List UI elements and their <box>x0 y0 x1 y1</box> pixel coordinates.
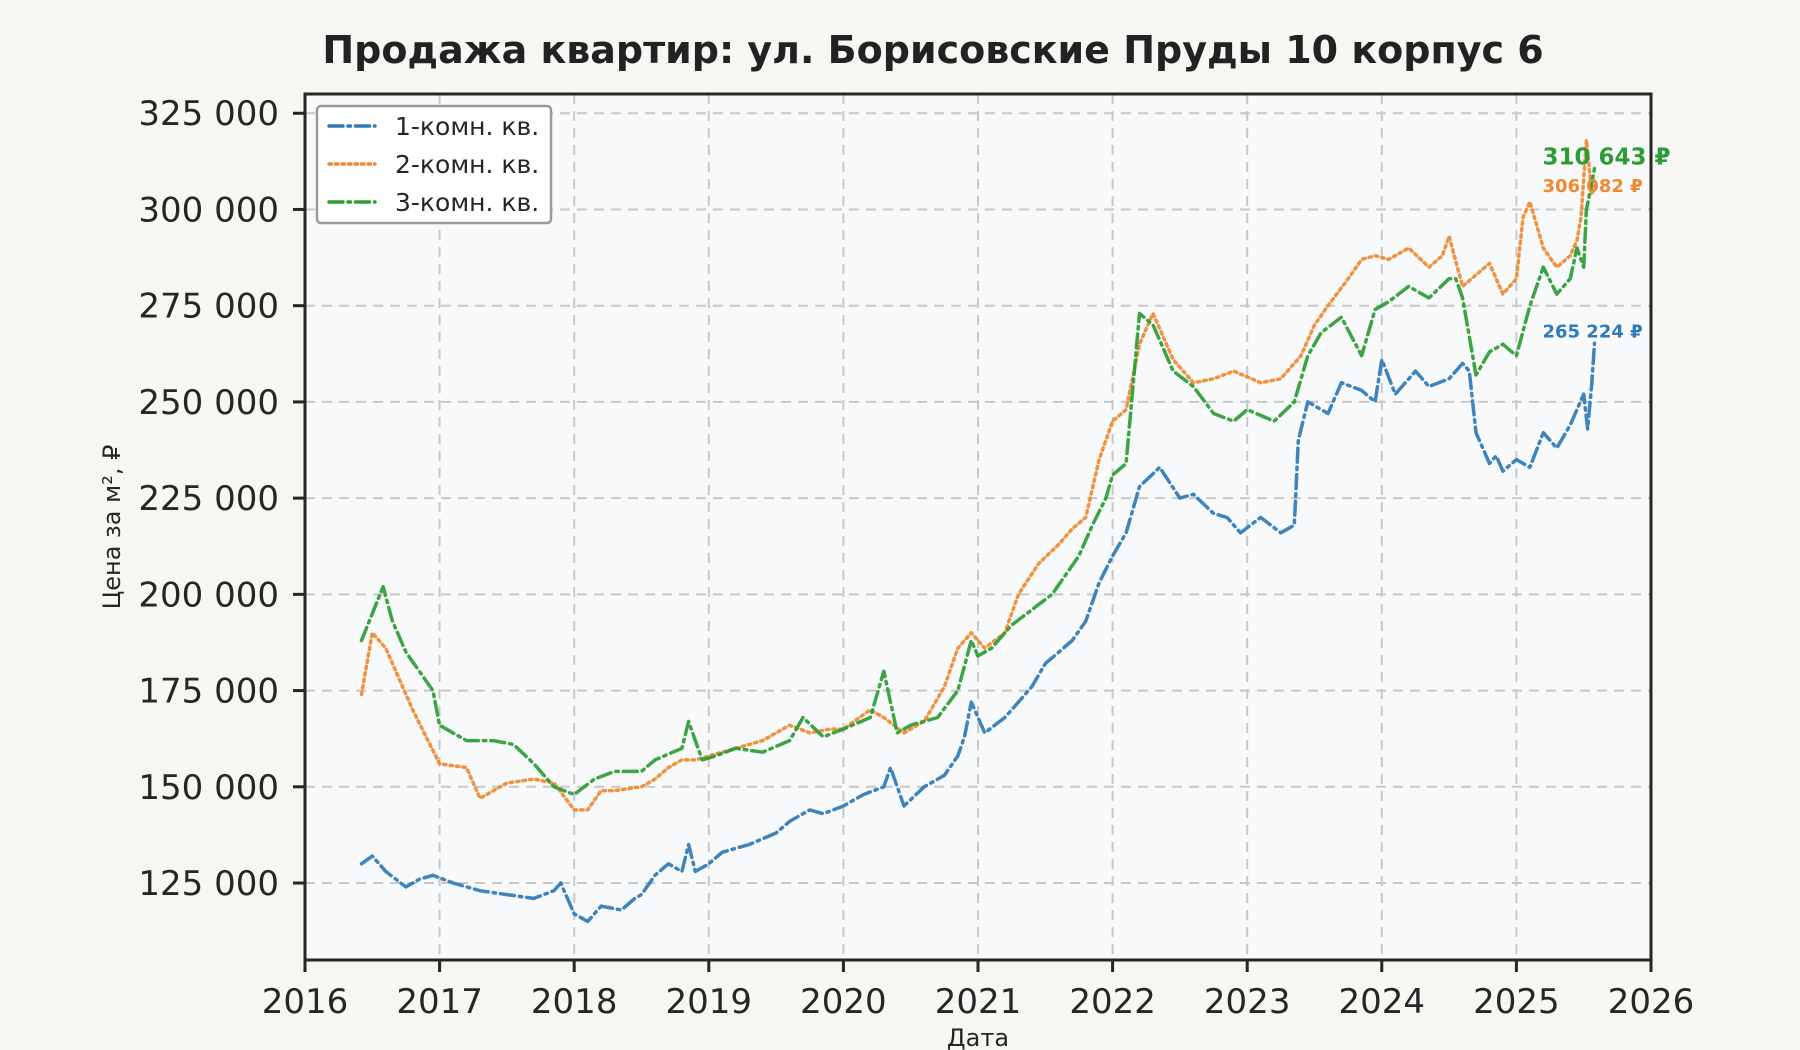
y-tick-label: 250 000 <box>138 383 279 423</box>
end-value-label: 306 082 ₽ <box>1542 176 1642 197</box>
x-tick-label: 2024 <box>1339 982 1426 1022</box>
x-tick-label: 2020 <box>800 982 887 1022</box>
x-tick-label: 2016 <box>262 982 349 1022</box>
series-line-3 <box>359 166 1597 797</box>
end-value-labels: 265 224 ₽ 306 082 ₽ 310 643 ₽ <box>1542 145 1670 343</box>
legend: 1-комн. кв. 2-комн. кв. 3-комн. кв. <box>315 104 553 225</box>
chart-title: Продажа квартир: ул. Борисовские Пруды 1… <box>322 28 1543 72</box>
x-tick-label: 2022 <box>1069 982 1156 1022</box>
y-tick-label: 200 000 <box>138 575 279 615</box>
y-tick-label: 275 000 <box>138 287 279 327</box>
y-tick-label: 150 000 <box>138 768 279 808</box>
axes: 2016 2017 2018 2019 2020 2021 2022 2023 2024 2025… <box>138 94 1694 1022</box>
y-tick-label: 300 000 <box>138 190 279 230</box>
legend-label: 1-комн. кв. <box>395 112 539 141</box>
x-tick-label: 2023 <box>1204 982 1291 1022</box>
series-line-2 <box>359 138 1597 812</box>
x-tick-label: 2021 <box>935 982 1022 1022</box>
x-tick-label: 2017 <box>396 982 483 1022</box>
y-tick-label: 325 000 <box>138 94 279 134</box>
legend-box <box>315 104 553 225</box>
legend-label: 3-комн. кв. <box>395 188 539 217</box>
y-axis-label: Цена за м², ₽ <box>98 445 126 610</box>
x-axis-label: Дата <box>947 1024 1009 1050</box>
end-value-label: 310 643 ₽ <box>1542 145 1670 171</box>
legend-label: 2-комн. кв. <box>395 150 539 179</box>
y-tick-label: 175 000 <box>138 672 279 712</box>
y-tick-label: 225 000 <box>138 479 279 519</box>
x-tick-label: 2019 <box>666 982 753 1022</box>
series-lines <box>359 138 1597 924</box>
x-tick-label: 2025 <box>1473 982 1560 1022</box>
series-line-1 <box>359 341 1597 924</box>
x-tick-label: 2026 <box>1608 982 1695 1022</box>
y-tick-label: 125 000 <box>138 864 279 904</box>
x-tick-label: 2018 <box>531 982 618 1022</box>
end-value-label: 265 224 ₽ <box>1542 321 1642 342</box>
